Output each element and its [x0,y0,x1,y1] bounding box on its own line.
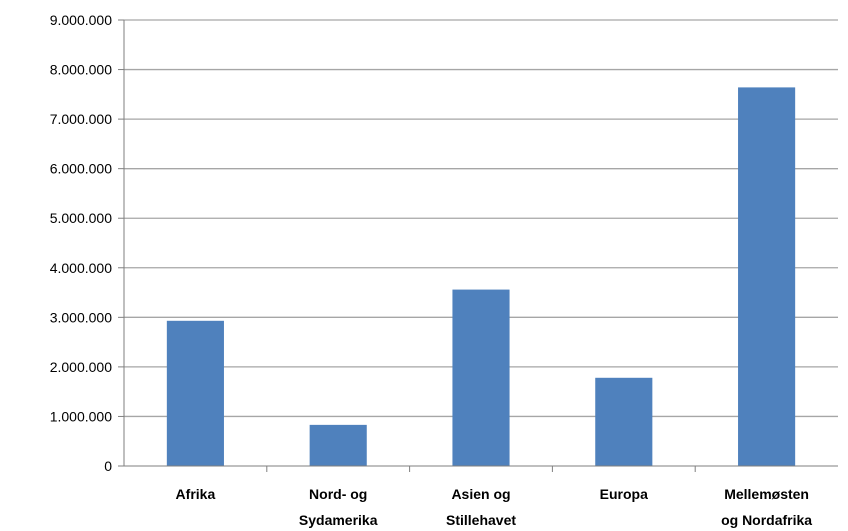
bar [452,289,510,466]
y-tick-label: 7.000.000 [50,111,112,127]
x-category-label-line: Sydamerika [299,512,378,528]
y-tick-label: 6.000.000 [50,161,112,177]
y-tick-label: 8.000.000 [50,62,112,78]
y-tick-label: 3.000.000 [50,309,112,325]
x-category-label-line: Asien og [451,486,510,502]
x-category-label-line: Mellemøsten [724,486,809,502]
bar [309,424,367,466]
bar [595,377,653,466]
x-category-label: Mellemøsten og Nordafrika [721,486,812,528]
bar [738,87,796,466]
x-category-label: Europa [600,486,648,502]
x-category-label-line: og Nordafrika [721,512,812,528]
x-category-label: Afrika [176,486,216,502]
x-category-label-line: Stillehavet [446,512,516,528]
y-axis-tick-labels: 0 1.000.000 2.000.000 3.000.000 4.000.000 5.0… [50,12,113,474]
x-category-label: Asien og Stillehavet [446,486,516,528]
x-category-label-line: Europa [600,486,648,502]
x-category-label-line: Nord- og [309,486,367,502]
y-tick-label: 1.000.000 [50,408,112,424]
x-category-label: Nord- og Sydamerika [299,486,378,528]
y-tick-label: 5.000.000 [50,210,112,226]
y-tick-label: 2.000.000 [50,359,112,375]
gridlines [124,19,838,418]
y-tick-label: 9.000.000 [50,12,112,28]
x-axis-category-labels: Afrika Nord- og Sydamerika Asien og Stilleha… [176,486,813,528]
axes [118,19,838,472]
y-tick-label: 0 [104,458,112,474]
bars [166,87,796,466]
x-category-label-line: Afrika [176,486,216,502]
bar [166,320,224,466]
y-tick-label: 4.000.000 [50,260,112,276]
